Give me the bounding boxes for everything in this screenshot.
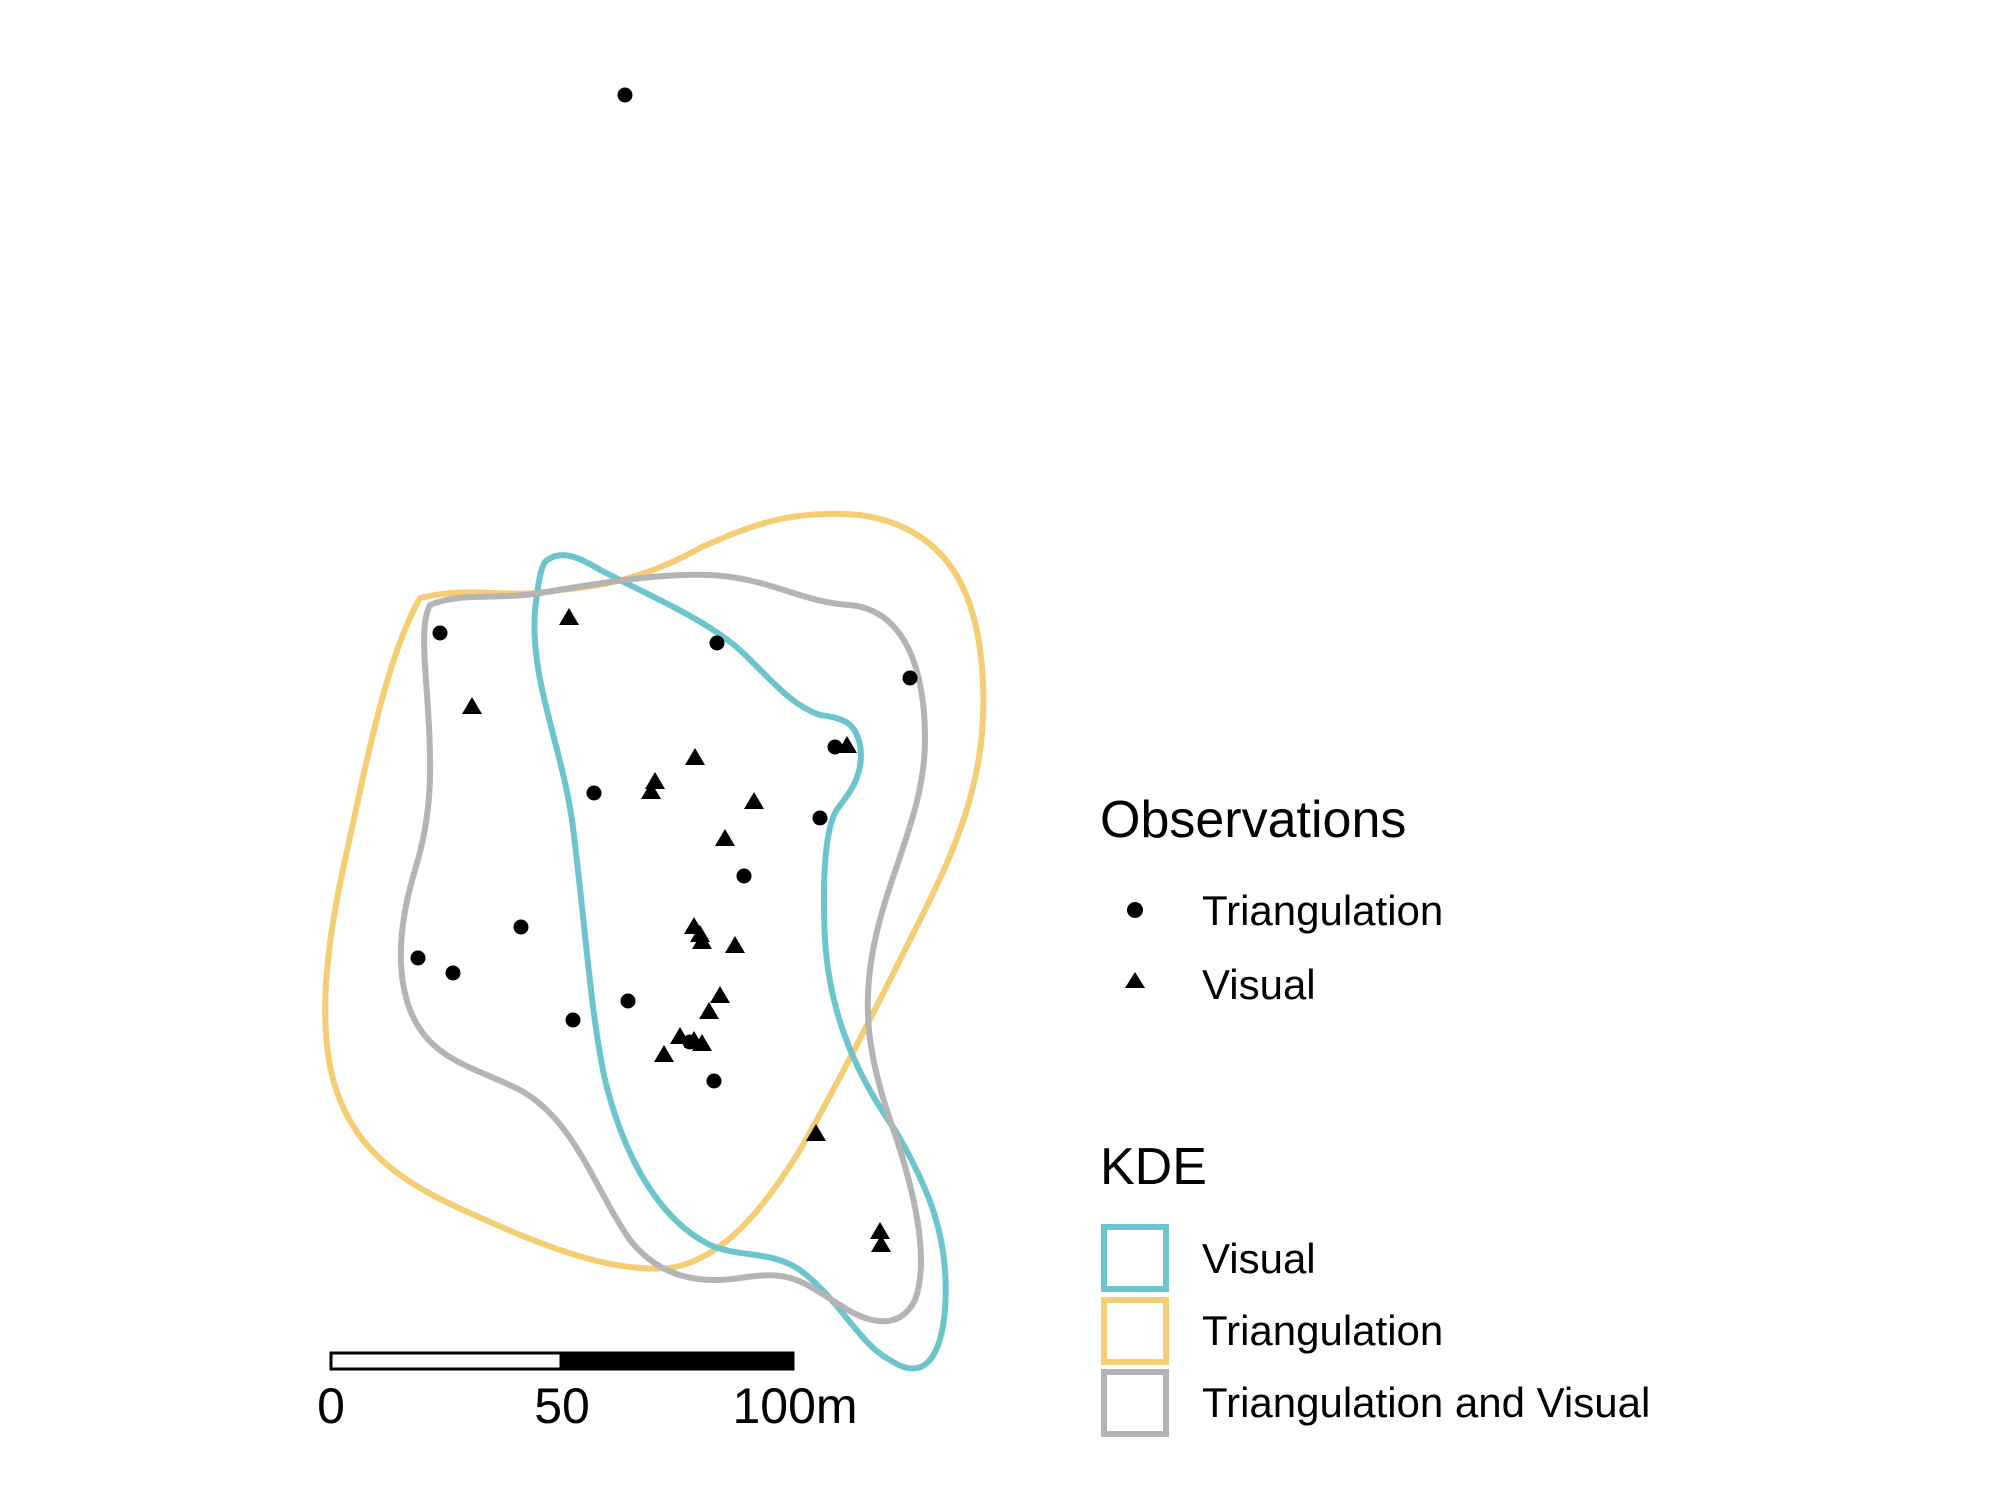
- visual-point: [871, 1235, 891, 1252]
- visual-point: [870, 1222, 890, 1239]
- triangulation-point: [432, 625, 448, 641]
- kde-contour-visual: [531, 552, 949, 1372]
- visual-point: [559, 608, 579, 625]
- kde-legend: KDE Visual Triangulation Triangulation a…: [1100, 1138, 1650, 1437]
- legend-label-triangulation: Triangulation: [1202, 887, 1443, 934]
- triangulation-point: [565, 1012, 581, 1028]
- visual-point: [725, 936, 745, 953]
- triangulation-point: [445, 965, 461, 981]
- legend-circle-icon: [1127, 902, 1143, 918]
- kde-contours: [322, 510, 987, 1372]
- visual-point: [670, 1027, 690, 1044]
- visual-point: [654, 1045, 674, 1062]
- visual-point: [645, 772, 665, 789]
- triangulation-point: [410, 950, 426, 966]
- triangulation-point: [586, 785, 602, 801]
- scale-bar: 0 50 100m: [317, 1351, 858, 1434]
- visual-point: [692, 932, 712, 949]
- legend-triangle-icon: [1125, 972, 1145, 988]
- scale-label-100m: 100m: [732, 1378, 857, 1434]
- visual-point: [699, 1002, 719, 1019]
- triangulation-point: [617, 87, 633, 103]
- visual-point: [462, 697, 482, 714]
- kde-swatch-triangulation: [1101, 1297, 1169, 1365]
- kde-label-triangulation: Triangulation: [1202, 1307, 1443, 1354]
- triangulation-point: [902, 670, 918, 686]
- visual-point: [710, 986, 730, 1003]
- triangulation-point: [736, 868, 752, 884]
- scale-bar-segment-white: [329, 1351, 563, 1371]
- kde-swatch-visual: [1101, 1224, 1169, 1292]
- visual-point: [837, 736, 857, 753]
- triangulation-point: [812, 810, 828, 826]
- visual-points: [462, 608, 891, 1252]
- triangulation-point: [513, 919, 529, 935]
- kde-swatch-triangulation-visual: [1101, 1369, 1169, 1437]
- kde-legend-title: KDE: [1100, 1138, 1207, 1196]
- triangulation-point: [709, 635, 725, 651]
- visual-point: [744, 792, 764, 809]
- scale-label-50: 50: [534, 1378, 590, 1434]
- kde-contour-triangulation-visual: [397, 571, 928, 1325]
- visual-point: [641, 782, 661, 799]
- scale-label-0: 0: [317, 1378, 345, 1434]
- scale-bar-segment-black: [559, 1351, 795, 1371]
- kde-label-triangulation-visual: Triangulation and Visual: [1202, 1379, 1650, 1426]
- visual-point: [715, 829, 735, 846]
- legend-label-visual: Visual: [1202, 961, 1316, 1008]
- visual-point: [685, 748, 705, 765]
- visual-point: [806, 1124, 826, 1141]
- visual-point: [692, 1034, 712, 1051]
- observations-legend: Observations Triangulation Visual: [1100, 791, 1443, 1008]
- triangulation-point: [706, 1073, 722, 1089]
- triangulation-points: [410, 87, 918, 1089]
- kde-contour-triangulation: [322, 510, 987, 1272]
- kde-label-visual: Visual: [1202, 1235, 1316, 1282]
- observations-legend-title: Observations: [1100, 791, 1406, 849]
- triangulation-point: [620, 993, 636, 1009]
